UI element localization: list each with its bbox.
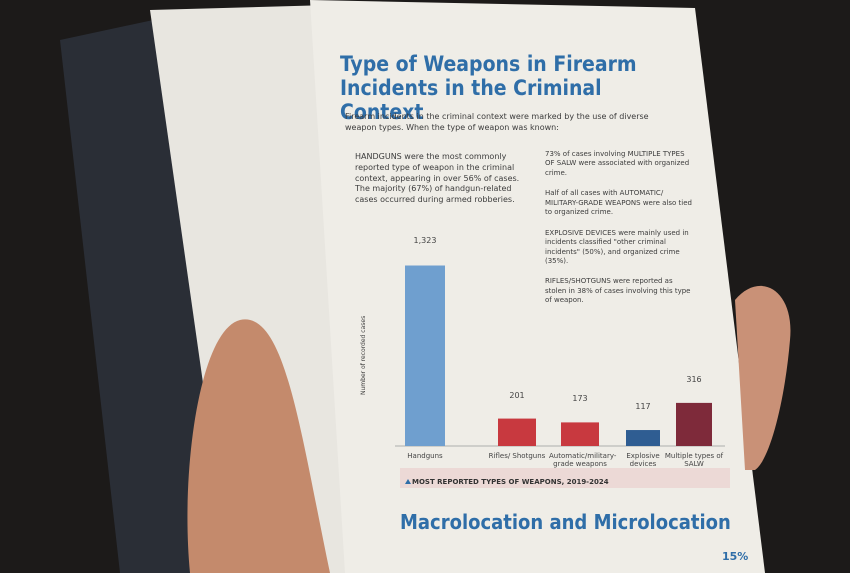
bar — [561, 422, 599, 446]
bullets-right: 73% of cases involving MULTIPLE TYPES OF… — [545, 150, 695, 317]
bar — [676, 403, 712, 446]
value-label: 117 — [618, 402, 668, 411]
value-label: 1,323 — [400, 236, 450, 245]
x-tick-label: Multiple types of SALW — [663, 452, 725, 468]
caption: MOST REPORTED TYPES OF WEAPONS, 2019-202… — [412, 478, 609, 486]
bar — [626, 430, 660, 446]
bullet: EXPLOSIVE DEVICES were mainly used in in… — [545, 229, 695, 267]
value-label: 173 — [555, 394, 605, 403]
y-axis-label: Number of recorded cases — [360, 316, 368, 395]
photo: Type of Weapons in Firearm Incidents in … — [0, 0, 850, 573]
corner-figure: 15% — [722, 550, 748, 563]
bullet: Half of all cases with AUTOMATIC/ MILITA… — [545, 189, 695, 217]
bar — [405, 266, 445, 446]
next-heading: Macrolocation and Microlocation — [400, 510, 731, 534]
x-tick-label: Rifles/ Shotguns — [486, 452, 548, 460]
intro: Firearm incidents in the criminal contex… — [345, 112, 675, 134]
bullets-left: HANDGUNS were the most commonly reported… — [355, 152, 525, 206]
value-label: 201 — [492, 391, 542, 400]
bar — [498, 419, 536, 446]
bullet: 73% of cases involving MULTIPLE TYPES OF… — [545, 150, 695, 178]
bullet: RIFLES/SHOTGUNS were reported as stolen … — [545, 277, 695, 305]
bullet: HANDGUNS were the most commonly reported… — [355, 152, 525, 206]
x-tick-label: Handguns — [394, 452, 456, 460]
x-tick-label: Automatic/military-grade weapons — [549, 452, 611, 468]
value-label: 316 — [669, 375, 719, 384]
